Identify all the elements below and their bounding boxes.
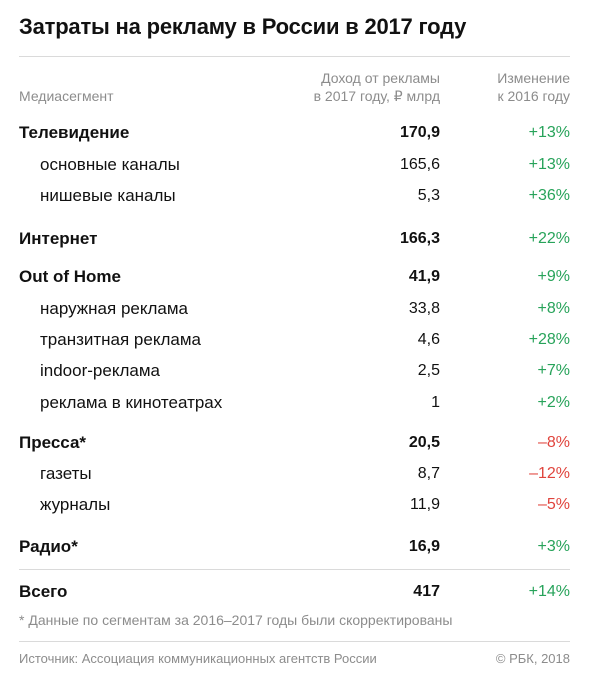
change-value: +36% xyxy=(528,187,570,204)
table-row: реклама в кинотеатрах 1 +2% xyxy=(0,391,590,415)
revenue-value: 165,6 xyxy=(399,156,440,173)
table-row: indoor-реклама 2,5 +7% xyxy=(0,359,590,383)
segment-name: реклама в кинотеатрах xyxy=(40,393,223,412)
change-value: +13% xyxy=(528,156,570,173)
segment-name: нишевые каналы xyxy=(40,186,176,205)
change-value: –8% xyxy=(537,434,570,451)
revenue-value: 33,8 xyxy=(408,300,440,317)
table-row: транзитная реклама 4,6 +28% xyxy=(0,328,590,352)
table-row: Радио* 16,9 +3% xyxy=(0,535,590,559)
revenue-value: 4,6 xyxy=(417,331,440,348)
source-text: Источник: Ассоциация коммуникационных аг… xyxy=(19,651,377,666)
segment-name: Out of Home xyxy=(19,267,121,286)
total-divider xyxy=(19,569,570,570)
change-value: +28% xyxy=(528,331,570,348)
column-header-change: Изменение к 2016 году xyxy=(497,70,570,104)
segment-name: Радио* xyxy=(19,537,78,556)
change-value: +22% xyxy=(528,230,570,247)
revenue-value: 170,9 xyxy=(399,124,440,141)
column-header-segment: Медиасегмент xyxy=(19,88,114,104)
segment-name: Всего xyxy=(19,582,68,601)
change-value: +3% xyxy=(537,538,570,555)
segment-name: основные каналы xyxy=(40,155,180,174)
segment-name: наружная реклама xyxy=(40,299,188,318)
change-value: +2% xyxy=(537,394,570,411)
change-value: +14% xyxy=(528,583,570,600)
table-row: Пресса* 20,5 –8% xyxy=(0,431,590,455)
revenue-value: 417 xyxy=(413,583,440,600)
table-row: нишевые каналы 5,3 +36% xyxy=(0,184,590,208)
change-value: +13% xyxy=(528,124,570,141)
revenue-value: 8,7 xyxy=(417,465,440,482)
change-value: –12% xyxy=(529,465,570,482)
change-value: +7% xyxy=(537,362,570,379)
segment-name: журналы xyxy=(40,495,111,514)
table-row: газеты 8,7 –12% xyxy=(0,462,590,486)
change-value: –5% xyxy=(537,496,570,513)
segment-name: indoor-реклама xyxy=(40,361,160,380)
table-row: журналы 11,9 –5% xyxy=(0,493,590,517)
revenue-value: 20,5 xyxy=(408,434,440,451)
segment-name: Пресса* xyxy=(19,433,87,452)
title-divider xyxy=(19,56,570,57)
table-row: Всего 417 +14% xyxy=(0,580,590,604)
table-row: Out of Home 41,9 +9% xyxy=(0,265,590,289)
chart-title: Затраты на рекламу в России в 2017 году xyxy=(19,14,467,39)
revenue-value: 11,9 xyxy=(410,496,440,513)
footnote: * Данные по сегментам за 2016–2017 годы … xyxy=(19,612,453,628)
copyright-text: © РБК, 2018 xyxy=(495,651,570,666)
change-value: +8% xyxy=(537,300,570,317)
table-row: основные каналы 165,6 +13% xyxy=(0,153,590,177)
segment-name: транзитная реклама xyxy=(40,330,201,349)
revenue-value: 2,5 xyxy=(417,362,440,379)
revenue-value: 41,9 xyxy=(408,268,440,285)
footer-divider xyxy=(19,641,570,642)
table-row: Телевидение 170,9 +13% xyxy=(0,121,590,145)
revenue-value: 1 xyxy=(431,394,440,411)
revenue-value: 5,3 xyxy=(417,187,440,204)
revenue-value: 16,9 xyxy=(408,538,440,555)
segment-name: Телевидение xyxy=(19,123,130,142)
column-header-value: Доход от рекламы в 2017 году, ₽ млрд xyxy=(313,70,440,104)
segment-name: Интернет xyxy=(19,229,98,248)
table-row: наружная реклама 33,8 +8% xyxy=(0,297,590,321)
change-value: +9% xyxy=(537,268,570,285)
table-row: Интернет 166,3 +22% xyxy=(0,227,590,251)
segment-name: газеты xyxy=(40,464,92,483)
revenue-value: 166,3 xyxy=(399,230,440,247)
